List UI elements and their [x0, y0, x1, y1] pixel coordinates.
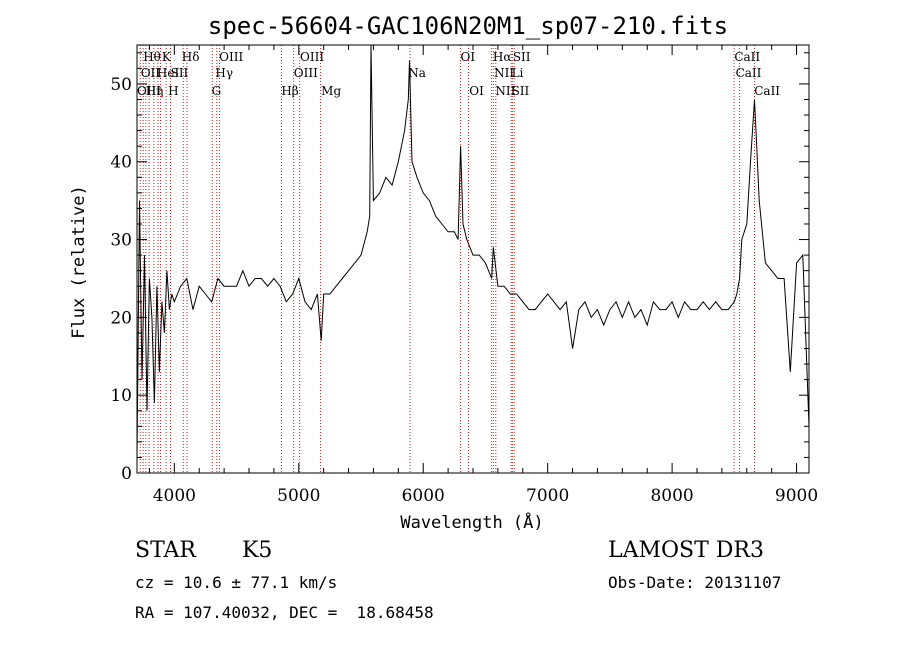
marker-label-1-7: Li [512, 66, 524, 80]
marker-label-2-3: G [212, 84, 222, 98]
x-tick-label-5: 9000 [775, 486, 818, 506]
obs-date: Obs-Date: 20131107 [608, 573, 782, 592]
marker-label-1-5: Na [408, 66, 426, 80]
y-tick-label-0: 0 [121, 464, 132, 484]
marker-label-1-6: NII [494, 66, 514, 80]
object-subclass: K5 [242, 538, 273, 563]
y-tick-label-5: 50 [110, 75, 132, 95]
marker-label-2-0: OIII [137, 84, 161, 98]
y-axis-label: Flux (relative) [69, 185, 89, 339]
y-tick-label-2: 20 [110, 308, 132, 328]
marker-label-1-4: OIII [294, 66, 318, 80]
x-tick-label-1: 5000 [277, 486, 320, 506]
emission-line-markers [139, 45, 755, 473]
x-tick-label-0: 4000 [153, 486, 196, 506]
marker-label-2-9: CaII [754, 84, 780, 98]
marker-label-2-6: OI [469, 84, 484, 98]
coordinates-text: RA = 107.40032, DEC = 18.68458 [135, 603, 434, 622]
marker-label-1-8: CaII [736, 66, 762, 80]
marker-label-2-4: Hβ [281, 84, 298, 98]
chart-title: spec-56604-GAC106N20M1_sp07-210.fits [208, 12, 728, 40]
marker-label-0-5: OI [461, 50, 476, 64]
marker-label-1-1: HeI [157, 66, 180, 80]
y-tick-label-3: 30 [110, 231, 132, 251]
marker-label-1-3: Hγ [215, 66, 233, 80]
marker-label-2-1: Hη [146, 84, 164, 98]
spectrum-line [136, 44, 810, 458]
marker-label-0-4: OIII [300, 50, 324, 64]
y-tick-label-1: 10 [110, 386, 132, 406]
marker-label-0-7: SII [513, 50, 531, 64]
y-tick-label-4: 40 [110, 153, 132, 173]
marker-label-1-0: OII [141, 66, 161, 80]
marker-label-0-2: Hδ [182, 50, 200, 64]
marker-label-0-3: OIII [219, 50, 243, 64]
marker-label-0-8: CaII [734, 50, 760, 64]
survey-name: LAMOST DR3 [608, 538, 764, 563]
marker-label-2-5: Mg [321, 84, 341, 98]
plot-frame [136, 44, 810, 474]
marker-label-2-2: H [168, 84, 178, 98]
marker-label-1-2: SII [171, 66, 189, 80]
x-axis-label: Wavelength (Å) [400, 511, 543, 533]
marker-label-2-8: SII [512, 84, 530, 98]
object-class: STAR [135, 538, 196, 563]
x-axis: 4000 5000 6000 7000 8000 9000 [148, 45, 818, 506]
velocity-text: cz = 10.6 ± 77.1 km/s [135, 573, 338, 592]
x-tick-label-4: 8000 [650, 486, 693, 506]
marker-label-2-7: NII [495, 84, 515, 98]
x-tick-label-2: 6000 [402, 486, 445, 506]
x-tick-label-3: 7000 [526, 486, 569, 506]
marker-label-0-0: Hθ [143, 50, 161, 64]
marker-label-0-1: K [162, 50, 172, 64]
y-axis: 0 10 20 30 40 50 [110, 52, 809, 484]
marker-label-0-6: Hα [493, 50, 512, 64]
